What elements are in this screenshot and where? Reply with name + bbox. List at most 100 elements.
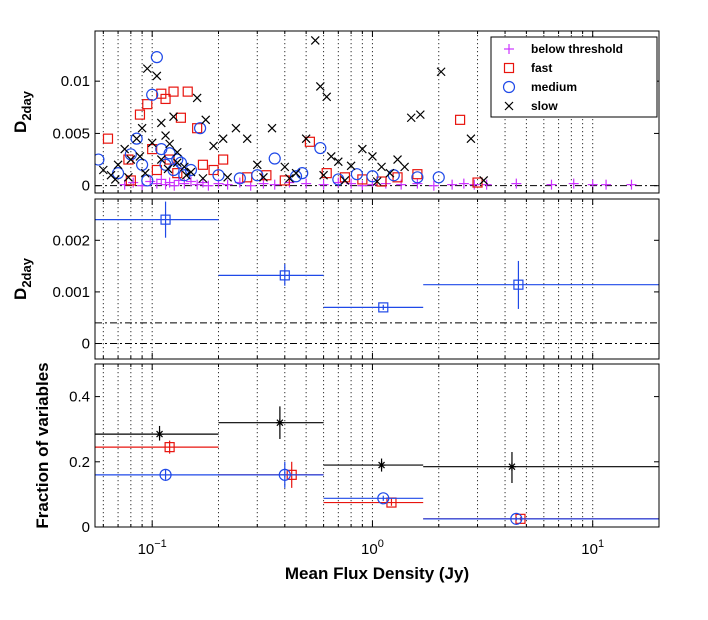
data-point	[279, 175, 290, 186]
data-point	[350, 168, 363, 181]
data-point	[231, 123, 241, 133]
data-point	[392, 172, 403, 183]
plot-area	[95, 201, 659, 313]
data-point	[124, 148, 137, 161]
data-point	[113, 160, 123, 170]
plot-area	[95, 35, 637, 191]
data-point	[346, 161, 356, 171]
data-point	[322, 92, 332, 102]
data-point	[150, 51, 163, 64]
data-point	[179, 162, 189, 172]
x-tick-label: 10−1	[138, 538, 167, 558]
data-point	[447, 179, 458, 190]
data-point	[212, 169, 225, 182]
data-point	[301, 134, 311, 144]
data-point	[98, 165, 108, 175]
data-point	[130, 132, 143, 145]
data-point	[357, 180, 368, 191]
y-axis-label: Fraction of variables	[33, 362, 52, 528]
panel-middle-dispersion: 0 0.001 0.002 D2day	[11, 198, 660, 360]
series-star	[95, 406, 659, 483]
data-point	[172, 147, 182, 157]
data-point	[479, 176, 489, 185]
data-point	[319, 170, 329, 180]
data-point	[185, 176, 196, 187]
data-point	[161, 131, 170, 140]
y-axis-label-subscript: 2day	[19, 90, 34, 120]
data-point	[125, 175, 136, 186]
y-tick-label: 0.001	[52, 284, 90, 301]
error-bar	[95, 201, 219, 238]
data-point	[203, 180, 214, 191]
data-point	[155, 430, 164, 439]
data-point	[147, 138, 157, 148]
data-point	[568, 178, 579, 189]
data-point	[218, 154, 229, 165]
data-point	[601, 179, 612, 190]
error-bar	[323, 304, 424, 310]
error-bar	[95, 425, 219, 441]
error-bar	[323, 495, 424, 501]
data-point	[151, 164, 162, 176]
data-point	[400, 162, 410, 172]
data-point	[372, 177, 382, 186]
y-tick-label: 0.4	[69, 389, 90, 406]
data-point	[159, 468, 172, 481]
error-bar	[423, 452, 659, 483]
data-point	[152, 71, 162, 81]
x-tick-label: 100	[361, 538, 384, 558]
data-point	[376, 176, 387, 187]
panel-top-scatter: 0 0.005 0.01 D2day	[11, 30, 660, 195]
data-point	[156, 118, 166, 128]
data-point	[304, 136, 315, 147]
data-point	[396, 179, 407, 190]
data-point	[252, 160, 262, 170]
data-point	[481, 179, 492, 190]
data-point	[201, 115, 211, 125]
data-point	[310, 35, 320, 45]
data-point	[314, 141, 327, 155]
y-tick-label: 0	[82, 178, 90, 195]
data-point	[333, 157, 343, 167]
data-point	[110, 174, 120, 184]
grid-lines	[102, 199, 594, 359]
data-point	[339, 172, 351, 183]
data-point	[193, 122, 207, 135]
data-point	[184, 163, 198, 177]
data-point	[296, 167, 309, 180]
error-bar	[218, 264, 324, 286]
data-point	[156, 174, 167, 185]
data-point	[366, 170, 379, 183]
data-point	[192, 179, 203, 190]
legend-label: fast	[531, 61, 552, 75]
data-point	[378, 302, 389, 313]
legend-label: medium	[531, 80, 577, 94]
y-axis-label-subscript: 2day	[19, 257, 34, 287]
data-point	[223, 172, 233, 182]
error-bar	[423, 517, 659, 521]
data-point	[156, 155, 166, 164]
data-point	[95, 153, 105, 166]
data-point	[123, 172, 133, 182]
data-point	[181, 170, 191, 180]
data-point	[169, 180, 180, 191]
data-point	[197, 159, 209, 170]
data-point	[172, 158, 182, 168]
x-ticks	[102, 31, 660, 193]
legend-label: slow	[531, 99, 558, 113]
data-point	[163, 164, 173, 174]
data-point	[222, 179, 233, 190]
data-point	[511, 178, 522, 189]
x-ticks	[102, 199, 660, 359]
data-point	[140, 168, 150, 178]
legend-marker	[504, 44, 514, 54]
data-point	[137, 123, 147, 133]
data-point	[269, 179, 280, 190]
data-point	[321, 168, 332, 179]
data-point	[301, 178, 312, 189]
y-axis-label: D2day	[11, 90, 34, 133]
x-axis-label: Mean Flux Density (Jy)	[285, 564, 469, 583]
data-point	[192, 93, 202, 103]
error-bar	[218, 461, 324, 488]
